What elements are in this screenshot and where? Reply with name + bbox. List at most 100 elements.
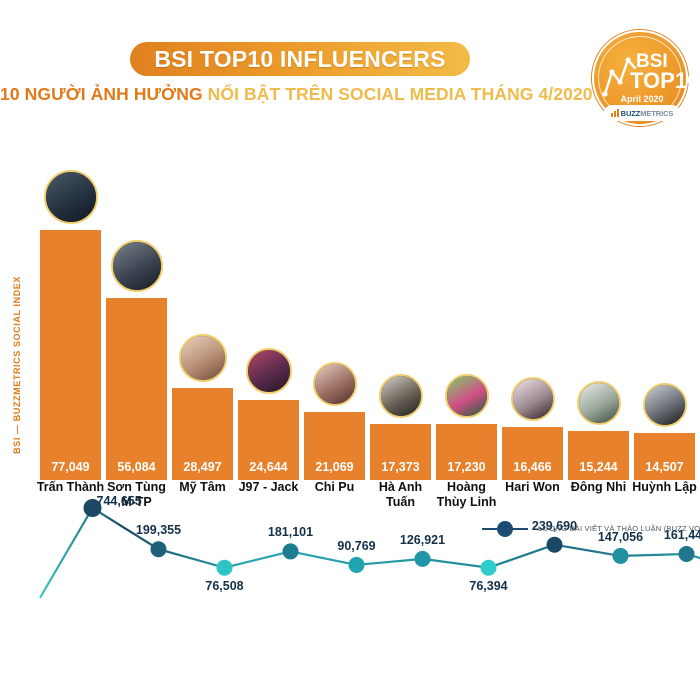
bar-category-label-line: Hoàng (447, 480, 486, 494)
bar-column: 56,084 (106, 120, 167, 480)
bar-category-label-line: Sơn Tùng (107, 480, 166, 494)
bar-column: 16,466 (502, 120, 563, 480)
bar-category-label: Trấn Thành (34, 480, 107, 495)
bar (172, 388, 233, 480)
line-data-point (546, 536, 563, 553)
influencer-avatar (179, 334, 227, 382)
bar (634, 433, 695, 480)
bar (40, 230, 101, 480)
avatar-photo (513, 379, 553, 419)
bar-category-labels: Trấn Thành Sơn Tùng M-TP Mỹ Tâm J97 - Jack Ch… (0, 480, 700, 530)
header: BSI TOP10 INFLUENCERS 10 NGƯỜI ẢNH HƯỞNG… (0, 0, 700, 126)
bar-category-label: Hoàng Thùy Linh (430, 480, 503, 510)
y-axis-label: BSI — BUZZMETRICS SOCIAL INDEX (12, 276, 22, 454)
bar-value-label: 15,244 (579, 460, 618, 474)
line-chart-svg (39, 499, 700, 599)
influencer-avatar (445, 374, 489, 418)
bar-column: 24,644 (238, 120, 299, 480)
avatar-photo (315, 364, 355, 404)
bar-column: 28,497 (172, 120, 233, 480)
bar-category-label-line: M-TP (121, 495, 152, 509)
bar (106, 298, 167, 480)
chart-legend: LƯỢNG BÀI VIẾT VÀ THẢO LUẬN (BUZZ VOLUME… (482, 520, 700, 537)
bar-category-label-line: Chi Pu (314, 480, 355, 494)
influencer-avatar (246, 348, 292, 394)
line-point-label: 161,446 (663, 527, 700, 542)
line-data-point (83, 499, 102, 517)
line-data-point (282, 543, 299, 560)
bar-category-label-line: Hari Won (505, 480, 560, 494)
legend-line-marker (482, 520, 528, 537)
bar-category-label-line: Mỹ Tâm (179, 480, 226, 494)
line-point-label: 126,921 (399, 532, 446, 547)
line-point-label: 239,690 (531, 518, 578, 533)
influencer-avatar (379, 374, 423, 418)
avatar-photo (579, 383, 619, 423)
bar-category-label-line: Tuấn (386, 495, 415, 509)
bar-category-label: Sơn Tùng M-TP (100, 480, 173, 510)
bar (238, 400, 299, 480)
bar-column: 17,373 (370, 120, 431, 480)
bar-value-label: 14,507 (645, 460, 684, 474)
bar-category-label-line: Đông Nhi (570, 480, 627, 494)
bar (568, 431, 629, 480)
bar-category-label: Mỹ Tâm (166, 480, 239, 495)
bar-chart-icon (610, 109, 619, 117)
bar-category-label: Hari Won (496, 480, 569, 495)
avatar-photo (645, 385, 685, 425)
bar-category-label: Chi Pu (298, 480, 371, 495)
bar-category-label: Hà Anh Tuấn (364, 480, 437, 510)
bsi-bar-chart: BSI — BUZZMETRICS SOCIAL INDEX 77,049 56,… (0, 120, 700, 480)
bar-category-label-line: Trấn Thành (36, 480, 105, 494)
avatar-photo (248, 350, 290, 392)
avatar-photo (181, 336, 225, 380)
bar-category-label-line: Thùy Linh (436, 495, 497, 509)
line-data-point (612, 547, 629, 564)
bar-category-label-line: Huỳnh Lập (632, 480, 697, 494)
line-point-label: 76,508 (205, 578, 244, 593)
subtitle-highlight: 10 NGƯỜI ẢNH HƯỞNG (0, 84, 203, 104)
bar-category-label: J97 - Jack (232, 480, 305, 495)
line-data-point (150, 541, 167, 558)
bar (304, 412, 365, 480)
legend-label: LƯỢNG BÀI VIẾT VÀ THẢO LUẬN (BUZZ VOLUME… (538, 524, 700, 533)
bar-category-label: Huỳnh Lập (628, 480, 700, 495)
line-data-point (480, 559, 497, 576)
bar-column: 21,069 (304, 120, 365, 480)
buzzmetrics-wordmark: BUZZMETRICS (620, 108, 674, 118)
bar-category-label: Đông Nhi (562, 480, 635, 495)
avatar-photo (46, 172, 96, 222)
line-point-label: 181,101 (267, 525, 314, 540)
line-point-label: 76,394 (469, 578, 508, 593)
bar-value-label: 56,084 (117, 460, 156, 474)
bar-value-label: 28,497 (183, 460, 222, 474)
title-banner: BSI TOP10 INFLUENCERS (130, 42, 470, 76)
badge-bsi-text: BSI (636, 51, 668, 72)
badge-top10-text: TOP10 (630, 68, 700, 93)
bar-value-label: 24,644 (249, 460, 288, 474)
influencer-avatar (44, 170, 98, 224)
bar-column: 15,244 (568, 120, 629, 480)
bar-column: 77,049 (40, 120, 101, 480)
bar-value-label: 16,466 (513, 460, 552, 474)
influencer-avatar (313, 362, 357, 406)
bar-column: 14,507 (634, 120, 695, 480)
bar-value-label: 17,373 (381, 460, 420, 474)
subtitle: 10 NGƯỜI ẢNH HƯỞNG NỔI BẬT TRÊN SOCIAL M… (0, 84, 593, 105)
bar-category-label-line: Hà Anh (378, 480, 423, 494)
line-point-label: 90,769 (337, 538, 376, 553)
line-data-point (348, 556, 365, 573)
bar (370, 424, 431, 480)
bar-value-label: 77,049 (51, 460, 90, 474)
subtitle-rest: NỔI BẬT TRÊN SOCIAL MEDIA THÁNG 4/2020 (207, 84, 593, 104)
bar (502, 427, 563, 480)
bar-column: 17,230 (436, 120, 497, 480)
influencer-avatar (577, 381, 621, 425)
influencer-avatar (511, 377, 555, 421)
avatar-photo (447, 376, 487, 416)
line-data-point (678, 545, 695, 562)
badge-date-text: April 2020 (620, 94, 664, 104)
bar-value-label: 17,230 (447, 460, 486, 474)
influencer-avatar (643, 383, 687, 427)
line-point-label: 147,056 (597, 529, 644, 544)
